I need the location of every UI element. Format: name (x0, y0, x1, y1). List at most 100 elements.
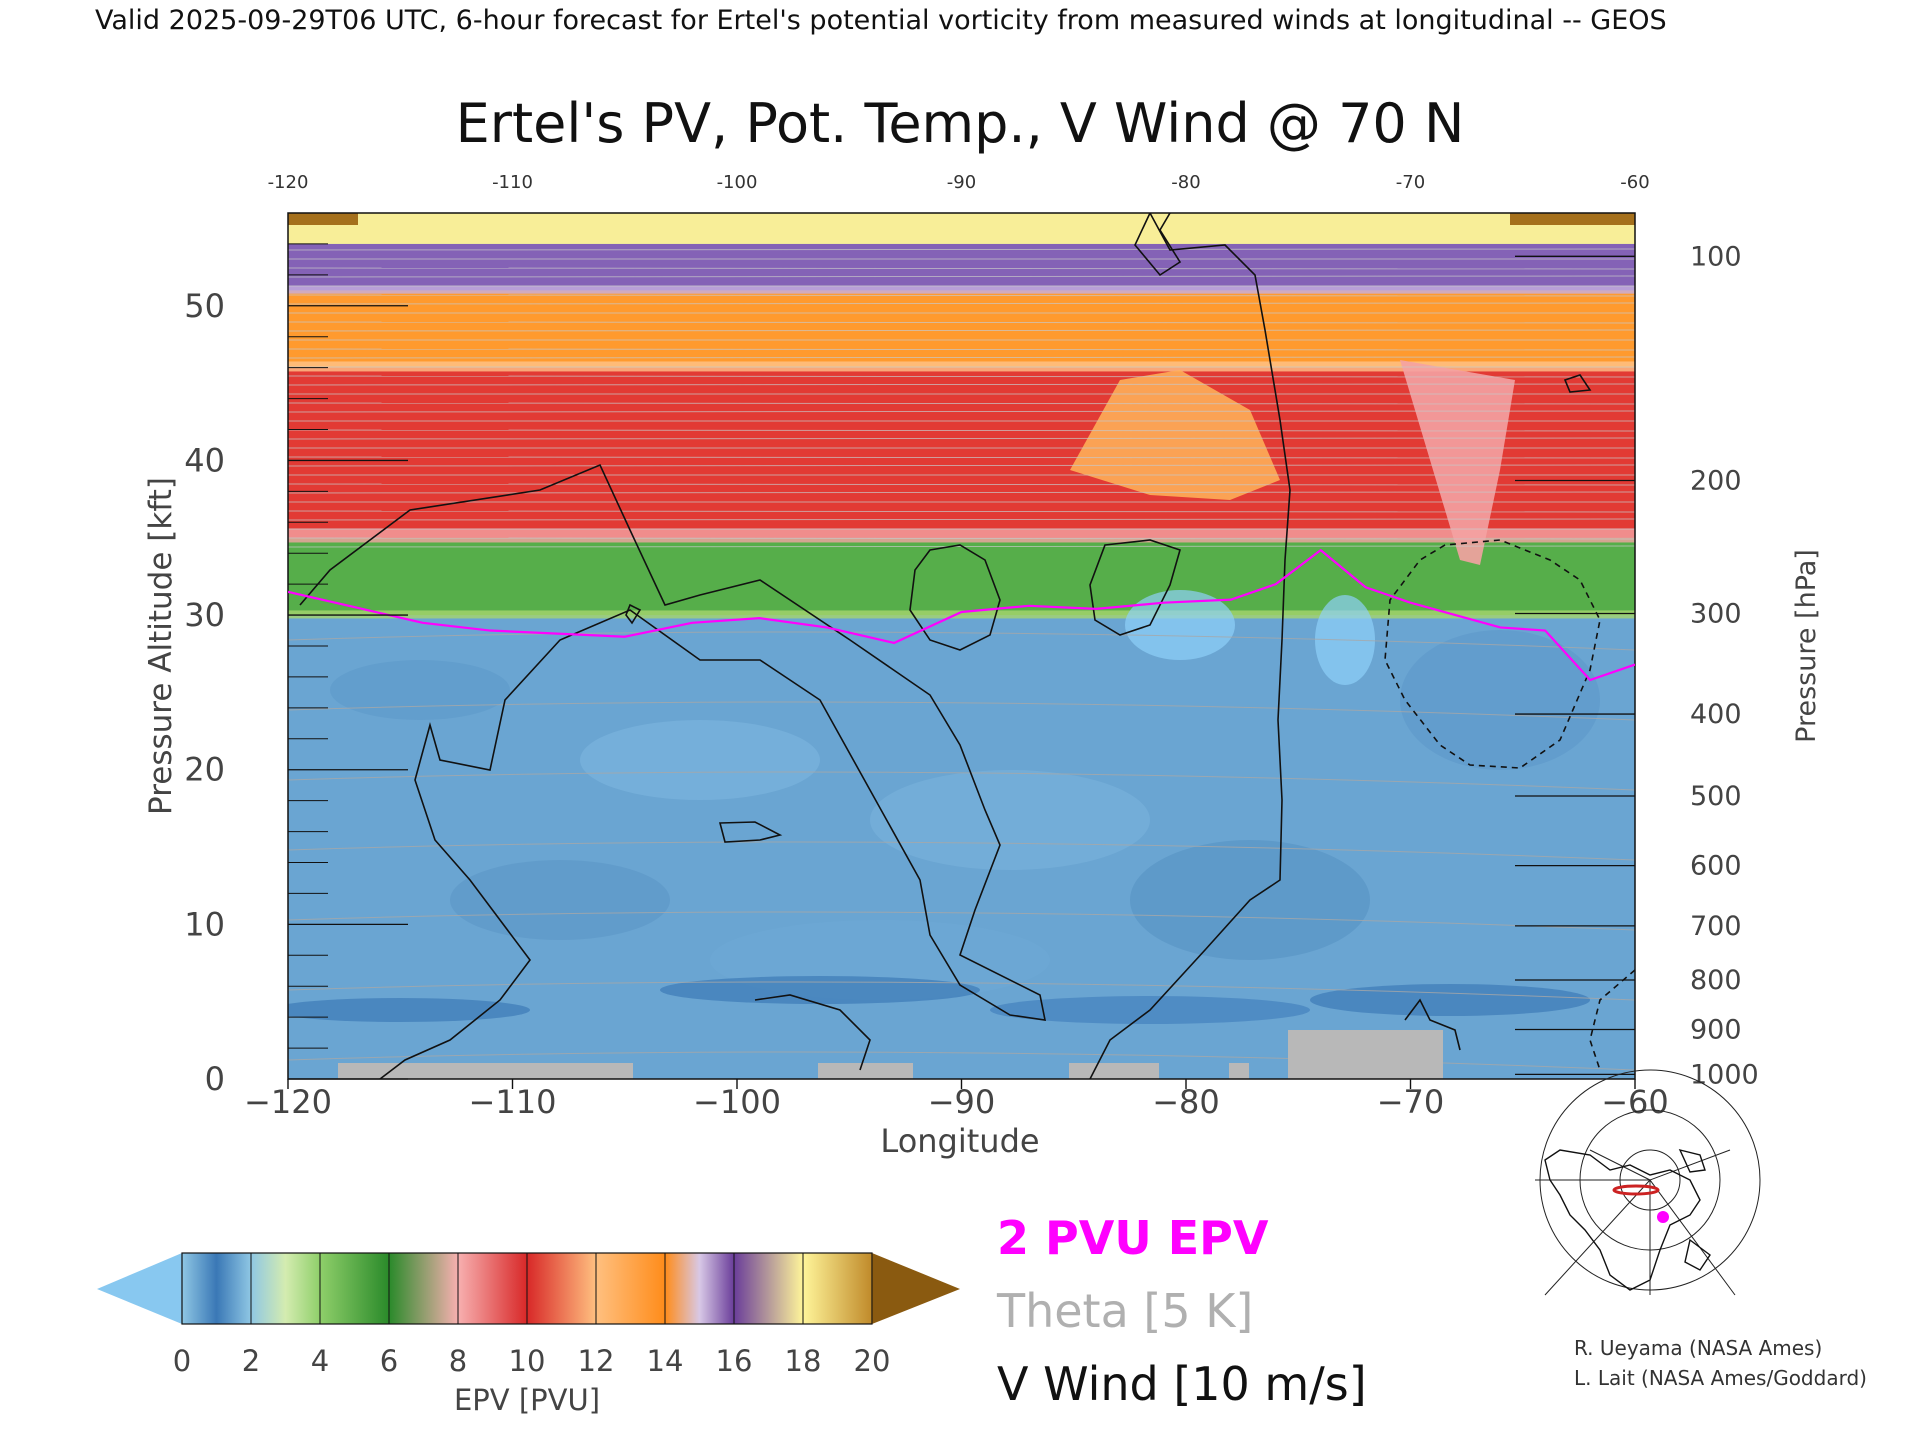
v-wind-negative-contour (1384, 539, 1635, 1071)
x-top-tick-label: -90 (947, 172, 976, 193)
x-top-tick-label: -70 (1396, 172, 1425, 193)
theta-line-lower-5 (288, 981, 1635, 1001)
inset-coastlines (1544, 1148, 1711, 1291)
legend-entry-vwind: V Wind [10 m/s] (997, 1357, 1367, 1411)
y-tick-label: 10 (184, 905, 225, 943)
y-axis-right: 100 200 300 400 500 600 700 800 900 1000 (1515, 241, 1759, 1090)
x-axis-label: Longitude (880, 1122, 1039, 1160)
theta-line-upper-5 (288, 294, 1635, 297)
terrain-block-4 (1288, 1030, 1443, 1079)
field-blob-5 (450, 860, 670, 940)
colorbar-tick-label: 10 (509, 1344, 546, 1378)
theta-line-upper-27 (288, 491, 1635, 494)
legend: 2 PVU EPV Theta [5 K] V Wind [10 m/s] (996, 1211, 1367, 1411)
field-blob-2 (330, 660, 510, 720)
pressure-tick-label: 400 (1690, 699, 1742, 730)
colorbar-tick-label: 8 (449, 1344, 467, 1378)
pressure-tick-label: 900 (1690, 1015, 1742, 1046)
theta-line-upper-17 (288, 402, 1635, 405)
field-blob-3 (580, 720, 820, 800)
terrain-block-1 (818, 1063, 913, 1079)
colorbar-tick-label: 0 (173, 1344, 191, 1378)
pv-band-yellow (288, 213, 1635, 244)
pv-band-green (288, 537, 1635, 616)
x-tick-label: −110 (469, 1083, 557, 1121)
x-tick-label: −90 (928, 1083, 996, 1121)
theta-line-upper-3 (288, 275, 1635, 278)
terrain-block-3 (1229, 1063, 1249, 1079)
pv-band-lightgreen (288, 610, 1635, 619)
v-wind-contour-small-2 (1089, 539, 1181, 636)
field-blob-9 (288, 998, 530, 1022)
pressure-tick-label: 100 (1690, 241, 1742, 272)
theta-line-lower-0 (288, 631, 1635, 651)
pv-field (288, 213, 1635, 1079)
v-wind-zero-contour-west (299, 463, 1047, 1079)
legend-entry-theta: Theta [5 K] (996, 1284, 1253, 1338)
theta-line-upper-15 (288, 383, 1635, 386)
pv-orange-intrusion (1070, 370, 1280, 500)
terrain-block-0 (338, 1063, 633, 1079)
x-top-tick-label: -110 (492, 172, 533, 193)
inset-meridian-1 (1544, 1179, 1651, 1296)
valid-line: Valid 2025-09-29T06 UTC, 6-hour forecast… (95, 5, 1667, 36)
v-wind-contours (299, 213, 1635, 1079)
pressure-tick-label: 800 (1690, 965, 1742, 996)
pv-band-red (288, 367, 1635, 538)
inset-meridian-3 (1649, 1179, 1736, 1296)
chart-title: Ertel's PV, Pot. Temp., V Wind @ 70 N (456, 92, 1465, 155)
theta-contours (288, 248, 1635, 1071)
pv-band-lightorange (288, 361, 1635, 372)
colorbar-under-arrow (97, 1253, 182, 1324)
colorbar-tick-label: 6 (380, 1344, 398, 1378)
field-blob-0 (1125, 590, 1235, 660)
field-blob-10 (660, 976, 980, 1004)
field-blob-8 (1400, 630, 1600, 770)
inset-location-marker (1657, 1211, 1669, 1223)
y-tick-label: 0 (205, 1060, 225, 1098)
theta-line-lower-1 (288, 701, 1635, 721)
theta-line-upper-26 (288, 483, 1635, 486)
pv-band-lavender (288, 285, 1635, 294)
v-wind-contour-small-1 (909, 544, 1001, 651)
terrain-mask (338, 1030, 1443, 1079)
pressure-tick-label: 600 (1690, 851, 1742, 882)
x-tick-label: −80 (1152, 1083, 1220, 1121)
theta-line-upper-11 (288, 348, 1635, 351)
credit-line-2: L. Lait (NASA Ames/Goddard) (1574, 1366, 1867, 1390)
x-tick-label: −70 (1377, 1083, 1445, 1121)
theta-line-upper-18 (288, 410, 1635, 413)
theta-line-upper-9 (288, 329, 1635, 332)
pressure-tick-label: 500 (1690, 781, 1742, 812)
pv-band-purple (288, 243, 1635, 291)
theta-line-upper-20 (288, 429, 1635, 432)
theta-line-upper-21 (288, 437, 1635, 440)
pvu-2-contour (288, 548, 1635, 682)
v-wind-contour-surface (754, 994, 871, 1071)
colorbar-tick-label: 14 (647, 1344, 684, 1378)
inset-graticule (1535, 1069, 1761, 1296)
theta-line-upper-12 (288, 356, 1635, 359)
terrain-block-2 (1069, 1063, 1159, 1079)
y-tick-label: 50 (184, 287, 225, 325)
pressure-tick-label: 200 (1690, 466, 1742, 497)
theta-line-upper-32 (288, 537, 1635, 540)
theta-line-upper-8 (288, 321, 1635, 324)
colorbar: 0 2 4 6 8 10 12 14 16 18 20 EPV [PVU] (97, 1252, 960, 1417)
colorbar-tick-label: 20 (854, 1344, 891, 1378)
inset-map (1535, 1069, 1761, 1296)
y-axis-label-right: Pressure [hPa] (1791, 549, 1822, 743)
colorbar-over-arrow (872, 1253, 960, 1324)
v-wind-contour-ne (1563, 374, 1592, 393)
colorbar-tick-label: 4 (311, 1344, 329, 1378)
theta-line-upper-14 (288, 375, 1635, 378)
y-tick-label: 40 (184, 441, 225, 479)
x-tick-label: −120 (244, 1083, 332, 1121)
pressure-tick-label: 1000 (1690, 1059, 1759, 1090)
x-top-tick-label: -100 (717, 172, 758, 193)
theta-line-lower-2 (288, 771, 1635, 791)
v-wind-contour-top (1134, 213, 1182, 277)
field-blob-12 (1310, 984, 1590, 1016)
x-tick-label: −100 (693, 1083, 781, 1121)
